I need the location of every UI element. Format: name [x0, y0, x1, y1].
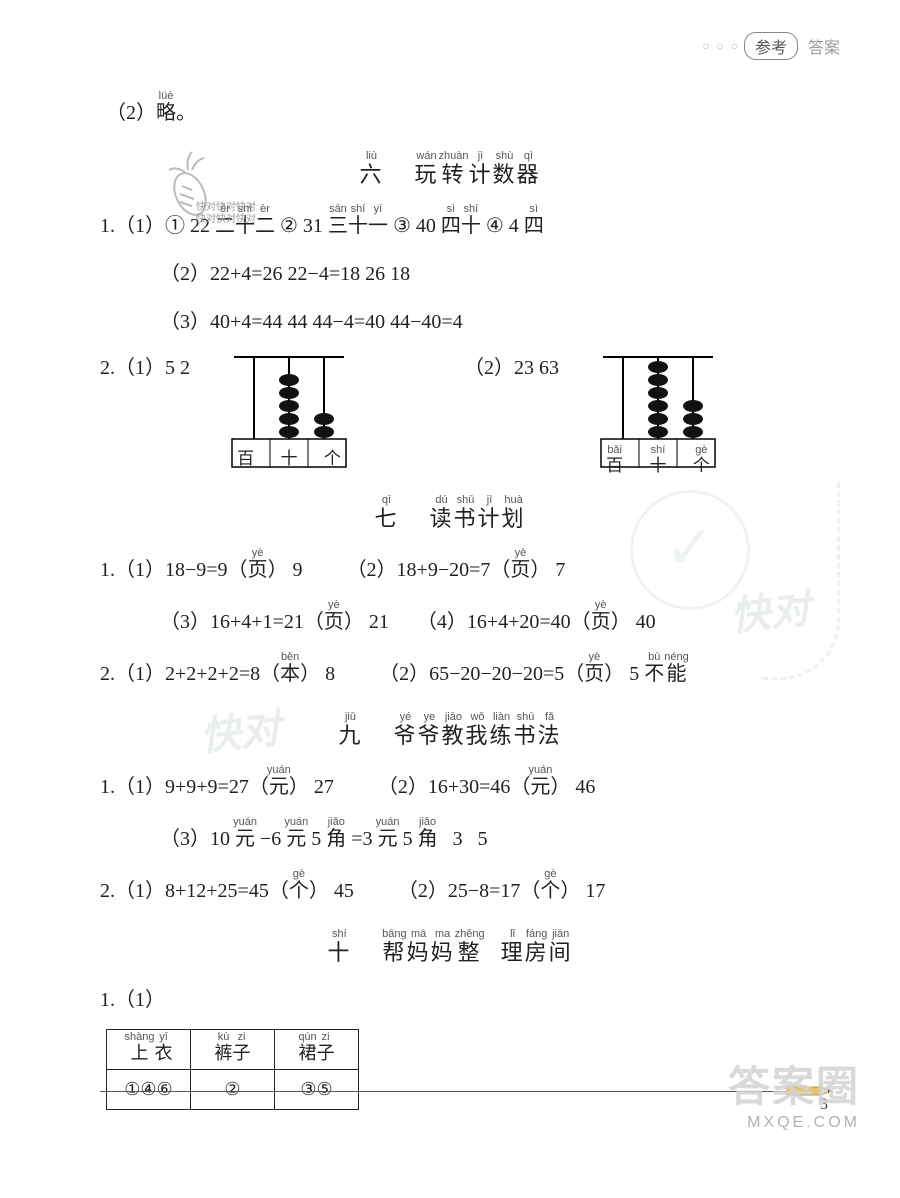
ruby: 略lüè [156, 102, 176, 124]
s6-q2-a: 2.（1）5 2 [100, 357, 190, 379]
footer-watermark: 答案圈 MXQE.COM [728, 1053, 860, 1132]
s6-q2-row: 2.（1）5 2 百十个 （2）23 63 百bǎi十shí个gè [100, 351, 800, 476]
watermark-kuaidui-2: 快对 [197, 696, 283, 762]
clothes-table: 上shàng衣yī 裤kù子zi 裙qún子zi ①④⑥ ② ③⑤ [106, 1029, 359, 1110]
abacus-1: 百十个 [224, 351, 354, 469]
th-shangyi: 上shàng衣yī [107, 1030, 191, 1070]
header-answer: 答案 [808, 34, 840, 58]
s7-2-row: 2.（1）2+2+2+2=8（本běn） 8 （2）65−20−20−20=5（… [100, 651, 800, 693]
th-kuzi: 裤kù子zi [191, 1030, 275, 1070]
s9-1-row2: （3）10 元yuán −6 元yuán 5 角jiǎo =3 元yuán 5 … [160, 816, 800, 858]
watermark-kuaidui-1: 快对 [727, 576, 813, 642]
s9-1-row1: 1.（1）9+9+9=27（元yuán） 27 （2）16+30=46（元yuá… [100, 764, 800, 806]
header-pill: 参考 [744, 32, 798, 60]
s6-q1-2: （2）22+4=26 22−4=18 26 18 [160, 255, 800, 293]
carrot-text: 快对快对快对 快对快对快对 [196, 202, 256, 226]
footer-rule [100, 1091, 830, 1092]
q-number: （2） [106, 102, 156, 124]
s6-q1-3: （3）40+4=44 44 44−4=40 44−40=4 [160, 303, 800, 341]
header-reference: ○ ○ ○ 参考 答案 [702, 32, 840, 60]
header-dots: ○ ○ ○ [702, 39, 740, 54]
section-10-title: 十shí 帮bāng妈mā妈ma整zhěng理lǐ房fáng间jiān [100, 928, 800, 967]
td-1: ①④⑥ [107, 1070, 191, 1110]
s6-q2-b: （2）23 63 [464, 357, 559, 379]
th-qunzi: 裙qún子zi [275, 1030, 359, 1070]
top-line: （2）略lüè。 [106, 90, 800, 132]
td-2: ② [191, 1070, 275, 1110]
abacus-2: 百bǎi十shí个gè [593, 351, 723, 476]
s9-2-row: 2.（1）8+12+25=45（个gè） 45 （2）25−8=17（个gè） … [100, 868, 800, 910]
td-3: ③⑤ [275, 1070, 359, 1110]
s10-lead: 1.（1） [100, 981, 800, 1019]
